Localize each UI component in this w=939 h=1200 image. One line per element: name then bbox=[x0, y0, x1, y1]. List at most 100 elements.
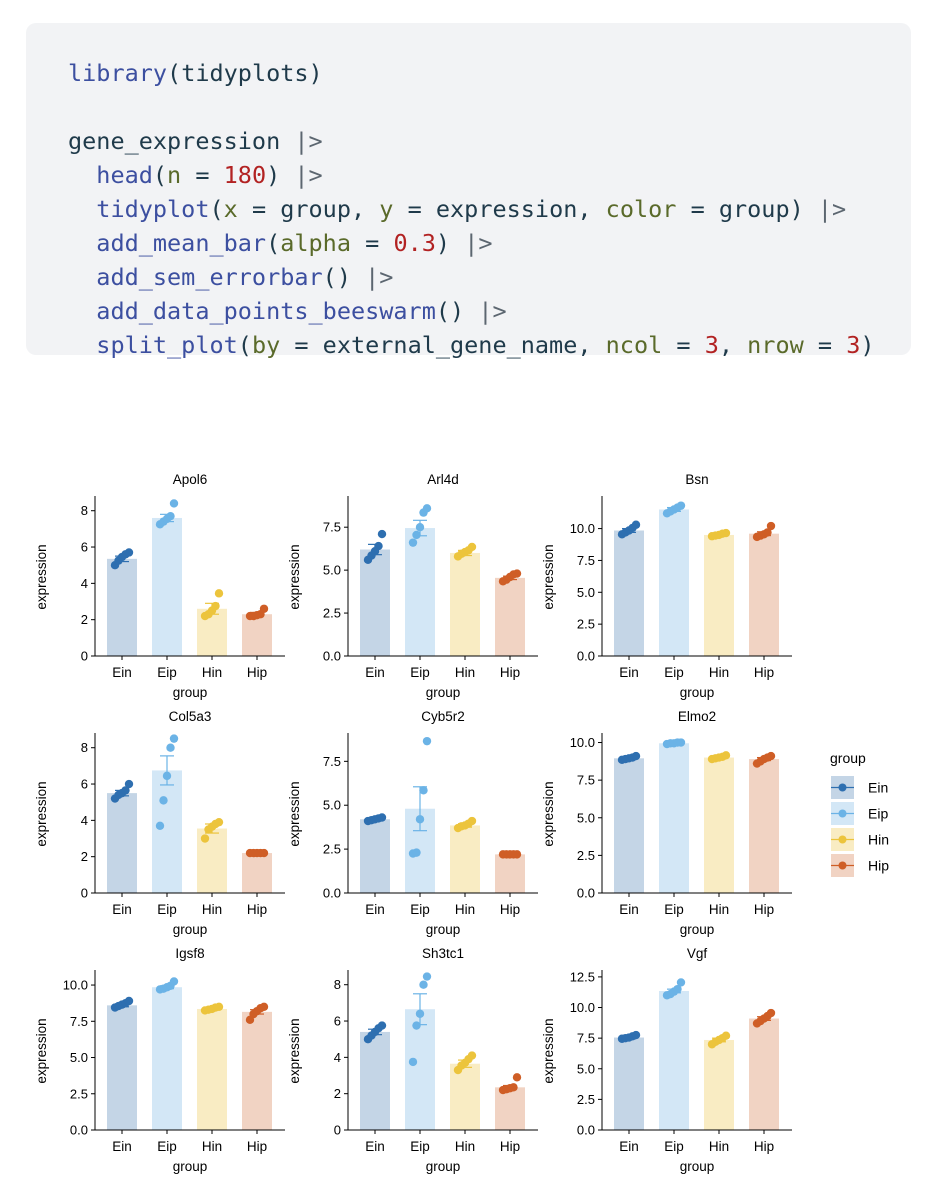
code-token bbox=[68, 195, 96, 223]
x-tick-label: Hip bbox=[500, 665, 520, 680]
code-token: color bbox=[605, 195, 677, 223]
mean-bar bbox=[749, 1018, 779, 1130]
data-point bbox=[124, 779, 134, 789]
data-point bbox=[259, 1002, 269, 1011]
x-axis-label: group bbox=[426, 1159, 461, 1174]
code-token: 0.3 bbox=[393, 229, 436, 257]
legend-item-eip: Eip bbox=[831, 802, 888, 825]
mean-bar bbox=[659, 743, 689, 893]
mean-bar bbox=[107, 793, 137, 893]
data-point bbox=[408, 538, 418, 547]
data-point bbox=[415, 815, 425, 824]
mean-bar bbox=[704, 534, 734, 656]
code-token: add_data_points_beeswarm bbox=[96, 297, 436, 325]
y-tick-label: 8 bbox=[334, 977, 341, 992]
mean-bar bbox=[242, 614, 272, 656]
code-token: = group) bbox=[676, 195, 818, 223]
x-tick-label: Eip bbox=[664, 902, 684, 917]
x-tick-label: Hip bbox=[754, 902, 774, 917]
data-point bbox=[155, 821, 165, 831]
data-point bbox=[377, 813, 387, 822]
data-point bbox=[166, 511, 175, 521]
data-point bbox=[169, 734, 179, 743]
mean-bar bbox=[614, 758, 644, 893]
y-axis-label: expression bbox=[34, 544, 49, 609]
data-point bbox=[721, 1031, 731, 1040]
code-token: |> bbox=[817, 195, 847, 223]
data-point bbox=[377, 1021, 387, 1030]
y-tick-label: 5.0 bbox=[323, 798, 341, 813]
code-token: ncol bbox=[605, 331, 663, 359]
y-tick-label: 4 bbox=[334, 1050, 341, 1065]
code-token: 180 bbox=[223, 161, 267, 189]
data-point bbox=[415, 522, 425, 532]
code-text: library(tidyplots) gene_expression |> he… bbox=[68, 56, 875, 362]
x-tick-label: Eip bbox=[410, 665, 430, 680]
mean-bar bbox=[152, 987, 182, 1130]
code-token: library bbox=[68, 59, 168, 87]
data-point bbox=[211, 601, 220, 611]
code-token: split_plot bbox=[96, 331, 238, 359]
data-point bbox=[673, 984, 682, 994]
legend-item-ein: Ein bbox=[831, 776, 888, 799]
code-token: add_sem_errorbar bbox=[96, 263, 323, 291]
y-tick-label: 8 bbox=[81, 503, 88, 518]
data-point bbox=[259, 604, 269, 613]
y-axis-label: expression bbox=[34, 1018, 49, 1083]
y-tick-label: 0.0 bbox=[323, 886, 341, 901]
x-tick-label: Eip bbox=[157, 665, 177, 680]
y-tick-label: 4 bbox=[81, 813, 88, 828]
data-point bbox=[412, 530, 421, 540]
data-point bbox=[509, 1083, 518, 1092]
code-token: ( bbox=[237, 331, 252, 359]
code-block: library(tidyplots) gene_expression |> he… bbox=[26, 23, 911, 359]
y-tick-label: 0.0 bbox=[323, 649, 341, 664]
code-token: gene_expression bbox=[68, 127, 295, 155]
data-point bbox=[631, 520, 641, 529]
code-token bbox=[68, 161, 96, 189]
code-token: |> bbox=[365, 263, 394, 291]
x-tick-label: Hip bbox=[754, 665, 774, 680]
code-token: = external_gene_name, bbox=[280, 331, 606, 359]
x-tick-label: Ein bbox=[619, 902, 639, 917]
mean-bar bbox=[360, 819, 390, 893]
data-point bbox=[124, 996, 134, 1006]
x-tick-label: Hin bbox=[709, 1139, 729, 1154]
data-point bbox=[676, 501, 686, 510]
data-point bbox=[766, 1008, 776, 1018]
data-point bbox=[419, 786, 428, 795]
data-point bbox=[721, 751, 731, 760]
x-axis-label: group bbox=[680, 685, 715, 700]
x-tick-label: Eip bbox=[157, 902, 177, 917]
data-point bbox=[159, 796, 168, 805]
x-tick-label: Hin bbox=[709, 665, 729, 680]
mean-bar bbox=[405, 528, 435, 656]
x-tick-label: Ein bbox=[365, 1139, 385, 1154]
data-point bbox=[408, 1057, 418, 1067]
data-point bbox=[419, 980, 428, 989]
y-tick-label: 7.5 bbox=[323, 754, 341, 769]
y-tick-label: 0 bbox=[81, 886, 88, 901]
code-token: ) bbox=[308, 59, 323, 87]
code-token: = bbox=[350, 229, 394, 257]
x-tick-label: Hin bbox=[709, 902, 729, 917]
code-token: |> bbox=[294, 127, 323, 155]
code-token: n bbox=[167, 161, 182, 189]
y-tick-label: 6 bbox=[81, 540, 88, 555]
y-tick-label: 5.0 bbox=[577, 810, 595, 825]
facet-title: Igsf8 bbox=[175, 946, 204, 961]
x-tick-label: Hin bbox=[202, 1139, 222, 1154]
y-tick-label: 10.0 bbox=[570, 735, 595, 750]
y-tick-label: 2 bbox=[81, 612, 88, 627]
facet-title: Apol6 bbox=[173, 472, 208, 487]
data-point bbox=[676, 738, 686, 747]
code-token: = bbox=[662, 331, 705, 359]
code-token: nrow bbox=[747, 331, 804, 359]
x-axis-label: group bbox=[426, 922, 461, 937]
code-token: = group, bbox=[237, 195, 380, 223]
mean-bar bbox=[450, 825, 480, 893]
x-tick-label: Hin bbox=[455, 902, 475, 917]
y-tick-label: 7.5 bbox=[323, 520, 341, 535]
